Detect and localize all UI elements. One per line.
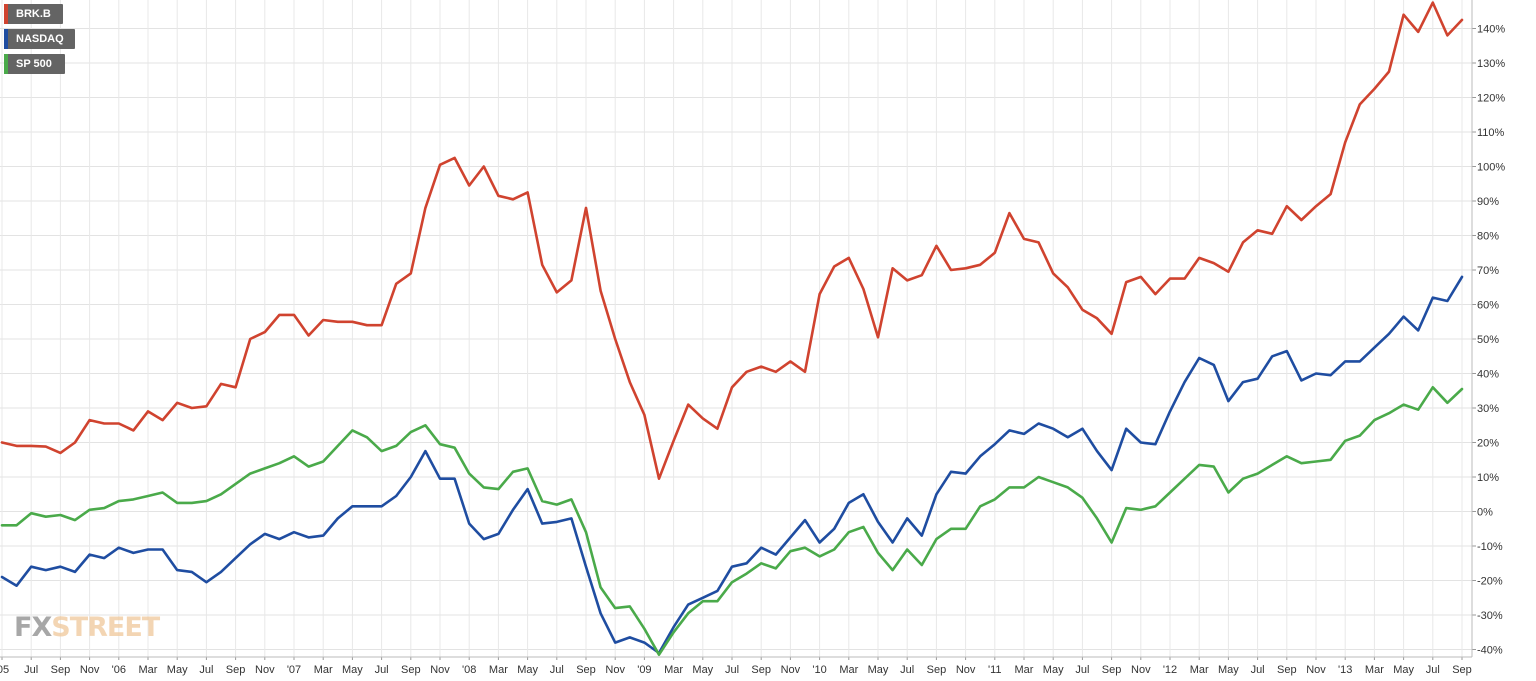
x-tick-label: Sep (401, 664, 421, 676)
x-tick-label: Nov (781, 664, 801, 676)
y-tick-label: 130% (1477, 58, 1505, 70)
series-line-brk-b (0, 1, 1464, 481)
y-axis-tick-labels: -40% -30% -20% -10% 0% 10% 20% 30% 40% 50% 60% 70% 8… (1477, 24, 1505, 657)
y-tick-label: -30% (1477, 610, 1503, 622)
x-tick-label: '07 (287, 664, 301, 676)
x-axis-tick-labels: '05 Jul Sep Nov '06 Mar May Jul Sep Nov '07 Mar May J… (0, 664, 1472, 676)
x-tick-label: May (868, 664, 889, 676)
y-tick-label: 20% (1477, 438, 1499, 450)
x-tick-label: Jul (375, 664, 389, 676)
y-tick-label: 100% (1477, 162, 1505, 174)
y-tick-label: -20% (1477, 576, 1503, 588)
x-tick-label: Sep (1452, 664, 1472, 676)
y-tick-label: 90% (1477, 196, 1499, 208)
x-tick-label: Jul (1251, 664, 1265, 676)
x-tick-label: Nov (430, 664, 450, 676)
axes (0, 0, 1476, 660)
legend-label-brk-b: BRK.B (16, 8, 51, 20)
legend: BRK.B NASDAQ SP 500 (4, 4, 75, 79)
legend-label-sp-500: SP 500 (16, 58, 52, 70)
x-tick-label: '12 (1163, 664, 1177, 676)
x-tick-label: Nov (1306, 664, 1326, 676)
x-tick-label: Nov (605, 664, 625, 676)
x-tick-label: '11 (988, 664, 1002, 676)
x-tick-label: '09 (637, 664, 651, 676)
y-tick-label: 70% (1477, 265, 1499, 277)
y-tick-label: 140% (1477, 24, 1505, 36)
x-tick-label: Nov (80, 664, 100, 676)
x-tick-label: Sep (927, 664, 947, 676)
y-tick-label: 80% (1477, 231, 1499, 243)
x-tick-label: May (342, 664, 363, 676)
x-tick-label: Nov (956, 664, 976, 676)
x-tick-label: Nov (1131, 664, 1151, 676)
y-tick-label: 60% (1477, 300, 1499, 312)
x-tick-label: Sep (751, 664, 771, 676)
x-tick-label: '13 (1338, 664, 1352, 676)
legend-item-nasdaq[interactable]: NASDAQ (4, 29, 75, 49)
y-tick-label: 110% (1477, 127, 1505, 139)
legend-swatch-sp-500 (4, 54, 8, 74)
logo-part-fx: FX (14, 612, 52, 643)
x-tick-label: May (1218, 664, 1239, 676)
x-tick-label: May (692, 664, 713, 676)
y-tick-label: 0% (1477, 507, 1493, 519)
y-tick-label: 10% (1477, 472, 1499, 484)
x-tick-label: Nov (255, 664, 275, 676)
y-tick-label: 120% (1477, 93, 1505, 105)
y-tick-label: 40% (1477, 369, 1499, 381)
x-tick-label: Jul (199, 664, 213, 676)
x-tick-label: Jul (1075, 664, 1089, 676)
x-tick-label: Mar (139, 664, 158, 676)
x-tick-label: '06 (112, 664, 126, 676)
x-tick-label: Mar (1015, 664, 1034, 676)
x-tick-label: Mar (664, 664, 683, 676)
x-tick-label: Sep (226, 664, 246, 676)
x-tick-label: Jul (24, 664, 38, 676)
y-tick-label: 50% (1477, 334, 1499, 346)
x-tick-label: Sep (51, 664, 71, 676)
legend-swatch-nasdaq (4, 29, 8, 49)
legend-swatch-brk-b (4, 4, 8, 24)
x-tick-label: May (167, 664, 188, 676)
legend-item-sp-500[interactable]: SP 500 (4, 54, 65, 74)
fxstreet-logo: FXSTREET (14, 612, 160, 643)
legend-item-brk-b[interactable]: BRK.B (4, 4, 63, 24)
x-tick-label: Mar (1365, 664, 1384, 676)
x-tick-label: Sep (1277, 664, 1297, 676)
x-tick-label: May (1043, 664, 1064, 676)
x-tick-label: Sep (1102, 664, 1122, 676)
x-tick-label: Jul (1426, 664, 1440, 676)
x-tick-label: Mar (839, 664, 858, 676)
y-tick-label: -10% (1477, 541, 1503, 553)
series-line-sp-500 (0, 385, 1464, 657)
logo-part-street: STREET (51, 612, 160, 643)
y-tick-label: 30% (1477, 403, 1499, 415)
series-line-nasdaq (0, 275, 1464, 655)
legend-label-nasdaq: NASDAQ (16, 33, 64, 45)
x-tick-label: '10 (812, 664, 826, 676)
x-tick-label: '08 (462, 664, 476, 676)
series-lines (0, 1, 1464, 657)
x-tick-label: Jul (725, 664, 739, 676)
y-tick-label: -40% (1477, 645, 1503, 657)
x-tick-label: Mar (489, 664, 508, 676)
x-tick-label: Mar (314, 664, 333, 676)
x-tick-label: Sep (576, 664, 596, 676)
x-tick-label: May (517, 664, 538, 676)
x-tick-label: Jul (550, 664, 564, 676)
grid (0, 0, 1472, 657)
x-tick-label: Jul (900, 664, 914, 676)
x-tick-label: May (1393, 664, 1414, 676)
x-tick-label: Mar (1190, 664, 1209, 676)
x-tick-label: '05 (0, 664, 9, 676)
